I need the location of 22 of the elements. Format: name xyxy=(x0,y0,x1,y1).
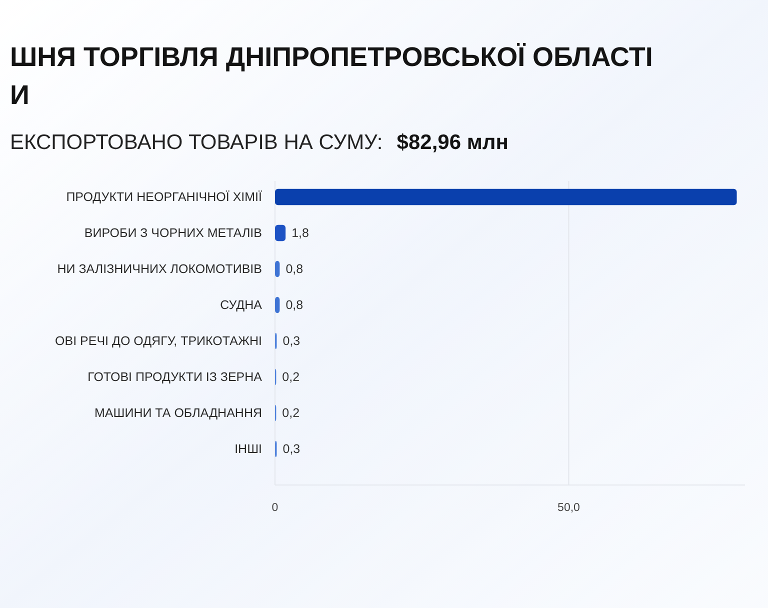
data-label: 0,8 xyxy=(286,298,304,312)
y-tick-label: ВИРОБИ З ЧОРНИХ МЕТАЛІВ xyxy=(84,226,262,240)
y-tick-label: ІНШІ xyxy=(234,442,262,456)
text: $82,96 млн xyxy=(396,131,508,154)
x-tick-label: 50,0 xyxy=(558,502,580,514)
bar xyxy=(275,224,286,242)
y-tick-label: СУДНА xyxy=(220,298,263,312)
y-tick-label: ГОТОВІ ПРОДУКТИ ІЗ ЗЕРНА xyxy=(88,370,263,384)
data-label: 0,8 xyxy=(286,262,304,276)
y-tick-label: НИ ЗАЛІЗНИЧНИХ ЛОКОМОТИВІВ xyxy=(57,262,262,276)
y-tick-label: ПРОДУКТИ НЕОРГАНІЧНОЇ ХІМІЇ xyxy=(66,190,263,204)
bar xyxy=(275,188,737,206)
data-label: 0,3 xyxy=(282,442,300,456)
y-tick-label: МАШИНИ ТА ОБЛАДНАННЯ xyxy=(94,406,262,420)
x-tick-label: 0 xyxy=(272,502,278,514)
data-label: 0,3 xyxy=(282,334,300,348)
chart-title: ШНЯ ТОРГІВЛЯ ДНІПРОПЕТРОВСЬКОЇ ОБЛАСТІ И xyxy=(10,42,653,110)
data-label: 1,8 xyxy=(292,226,309,240)
data-label: 0,2 xyxy=(282,370,300,384)
y-tick-label: ОВІ РЕЧІ ДО ОДЯГУ, ТРИКОТАЖНІ xyxy=(55,334,262,348)
data-label: 0,2 xyxy=(282,406,300,420)
chart-subtitle: ЕКСПОРТОВАНО ТОВАРІВ НА СУМУ: xyxy=(10,131,383,154)
